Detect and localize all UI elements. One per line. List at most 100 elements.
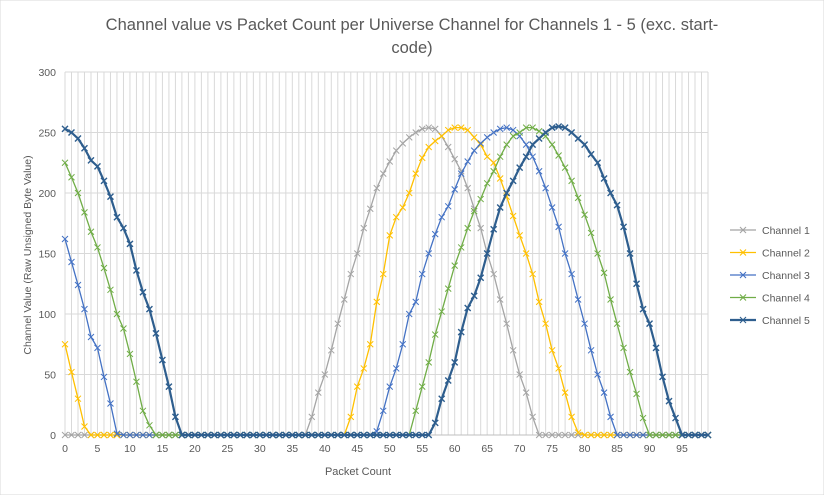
data-point bbox=[587, 229, 595, 237]
x-tick-label: 85 bbox=[611, 443, 623, 455]
data-point bbox=[61, 125, 69, 133]
legend-entry: Channel 4 bbox=[730, 293, 810, 305]
data-point bbox=[542, 431, 549, 439]
data-point bbox=[68, 258, 75, 266]
data-point bbox=[633, 431, 640, 439]
data-point bbox=[373, 431, 381, 439]
data-point bbox=[366, 205, 374, 213]
data-point bbox=[418, 154, 426, 162]
data-point bbox=[431, 125, 439, 133]
x-tick-label: 90 bbox=[644, 443, 656, 455]
data-point bbox=[113, 430, 121, 438]
x-tick-label: 35 bbox=[286, 443, 298, 455]
data-point bbox=[444, 285, 452, 292]
data-point bbox=[555, 365, 562, 372]
data-point bbox=[321, 371, 329, 378]
data-point bbox=[139, 288, 147, 296]
data-point bbox=[132, 266, 140, 274]
data-point bbox=[314, 431, 322, 439]
data-point bbox=[496, 153, 504, 161]
data-point bbox=[529, 141, 537, 149]
data-point bbox=[470, 292, 478, 300]
x-tick-label: 75 bbox=[546, 443, 558, 455]
data-point bbox=[243, 431, 251, 439]
data-point bbox=[607, 296, 614, 303]
data-point bbox=[522, 250, 530, 257]
data-point bbox=[366, 340, 374, 348]
data-point bbox=[620, 223, 628, 231]
chart-title-line-2: code) bbox=[391, 39, 432, 57]
data-point bbox=[230, 431, 238, 439]
data-point bbox=[561, 124, 569, 132]
data-point bbox=[334, 431, 342, 439]
data-point bbox=[295, 431, 303, 439]
data-point bbox=[600, 389, 608, 397]
data-point bbox=[652, 344, 660, 352]
data-point bbox=[425, 143, 433, 151]
data-point bbox=[360, 224, 368, 232]
data-point bbox=[613, 201, 621, 209]
data-point bbox=[438, 308, 446, 315]
data-point bbox=[379, 170, 387, 177]
data-point bbox=[548, 124, 556, 132]
data-point bbox=[490, 129, 498, 136]
data-point bbox=[457, 170, 465, 177]
data-point bbox=[399, 204, 407, 211]
data-point bbox=[568, 431, 575, 439]
legend-label: Channel 2 bbox=[762, 248, 810, 260]
data-point bbox=[613, 320, 621, 328]
data-point bbox=[516, 164, 524, 172]
data-point bbox=[691, 431, 699, 439]
data-point bbox=[451, 358, 459, 366]
data-point bbox=[100, 431, 108, 439]
data-point bbox=[451, 262, 459, 269]
data-point bbox=[594, 371, 601, 378]
data-point bbox=[412, 431, 420, 439]
data-point bbox=[61, 235, 69, 243]
data-point bbox=[483, 250, 491, 257]
data-point bbox=[133, 431, 140, 439]
data-point bbox=[418, 431, 426, 439]
data-point bbox=[451, 186, 459, 193]
data-point bbox=[106, 193, 114, 201]
data-point bbox=[496, 296, 504, 303]
data-point bbox=[574, 429, 582, 436]
data-point bbox=[126, 350, 134, 358]
x-tick-label: 10 bbox=[124, 443, 136, 455]
y-tick-label: 50 bbox=[44, 370, 56, 382]
data-point bbox=[431, 419, 439, 427]
data-point bbox=[425, 359, 433, 366]
data-point bbox=[249, 431, 257, 439]
data-point bbox=[360, 365, 368, 372]
legend-entry: Channel 5 bbox=[730, 315, 810, 327]
data-point bbox=[594, 159, 602, 167]
data-point bbox=[646, 431, 653, 439]
data-point bbox=[490, 225, 498, 233]
data-point bbox=[626, 250, 634, 257]
data-point bbox=[464, 184, 472, 192]
data-point bbox=[542, 320, 549, 328]
data-point bbox=[594, 431, 601, 439]
data-point bbox=[87, 333, 95, 341]
data-point bbox=[94, 244, 101, 251]
data-point bbox=[503, 320, 511, 328]
data-point bbox=[529, 270, 536, 278]
legend: Channel 1 Channel 2 Channel 3 Channel 4 Chan… bbox=[730, 225, 810, 327]
data-point bbox=[600, 174, 608, 182]
data-point bbox=[210, 431, 218, 439]
data-point bbox=[438, 132, 446, 140]
data-point bbox=[509, 132, 517, 140]
data-point bbox=[146, 421, 153, 429]
data-point bbox=[392, 147, 400, 155]
data-point bbox=[457, 244, 465, 251]
data-point bbox=[672, 431, 679, 439]
data-point bbox=[470, 133, 478, 141]
data-point bbox=[145, 305, 153, 313]
data-point bbox=[61, 431, 69, 439]
data-point bbox=[607, 413, 614, 421]
data-point bbox=[269, 431, 277, 439]
data-point bbox=[425, 431, 433, 439]
data-point bbox=[165, 431, 173, 439]
data-point bbox=[672, 414, 680, 422]
